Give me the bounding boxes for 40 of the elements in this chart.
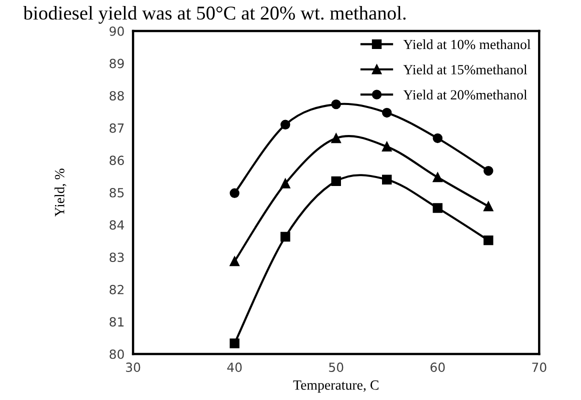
x-tick-label: 30 bbox=[126, 362, 140, 372]
point bbox=[484, 202, 494, 212]
x-tick-label: 70 bbox=[532, 362, 546, 372]
point bbox=[432, 203, 442, 213]
x-tick-label: 60 bbox=[430, 362, 445, 372]
point bbox=[280, 120, 290, 130]
y-tick-label: 81 bbox=[110, 317, 124, 327]
x-tick-label: 50 bbox=[329, 362, 344, 372]
x-tick-label: 40 bbox=[227, 362, 242, 372]
y-tick-label: 89 bbox=[110, 58, 124, 68]
point bbox=[280, 232, 290, 242]
point bbox=[331, 133, 341, 144]
point bbox=[484, 166, 494, 176]
point bbox=[230, 256, 240, 266]
y-tick-label: 83 bbox=[110, 252, 124, 262]
point bbox=[432, 172, 442, 182]
point bbox=[331, 176, 341, 186]
y-tick-label: 85 bbox=[110, 188, 124, 198]
point bbox=[230, 338, 240, 348]
x-axis-title: Temperature, C bbox=[293, 380, 378, 393]
point bbox=[484, 235, 494, 246]
point bbox=[432, 133, 442, 144]
y-tick-label: 86 bbox=[110, 156, 124, 166]
point bbox=[230, 188, 240, 198]
point bbox=[382, 108, 392, 118]
y-tick-label: 88 bbox=[110, 91, 124, 101]
y-tick-label: 90 bbox=[110, 26, 124, 36]
point bbox=[280, 178, 290, 188]
point bbox=[382, 174, 392, 184]
y-tick-label: 82 bbox=[110, 284, 124, 294]
y-tick-label: 84 bbox=[110, 220, 124, 230]
y-tick-label: 87 bbox=[110, 123, 124, 133]
text: biodiesel yield was at 50°C at 20% wt. methanol. bbox=[23, 6, 406, 24]
legend-label: Yield at 15%methanol bbox=[403, 64, 528, 74]
legend-label: Yield at 10% methanol bbox=[403, 39, 531, 50]
y-axis-title: Yield, % bbox=[54, 168, 66, 217]
point bbox=[382, 142, 392, 152]
point bbox=[331, 99, 341, 110]
legend-label: Yield at 20%methanol bbox=[403, 90, 528, 100]
y-tick-label: 80 bbox=[110, 349, 124, 359]
